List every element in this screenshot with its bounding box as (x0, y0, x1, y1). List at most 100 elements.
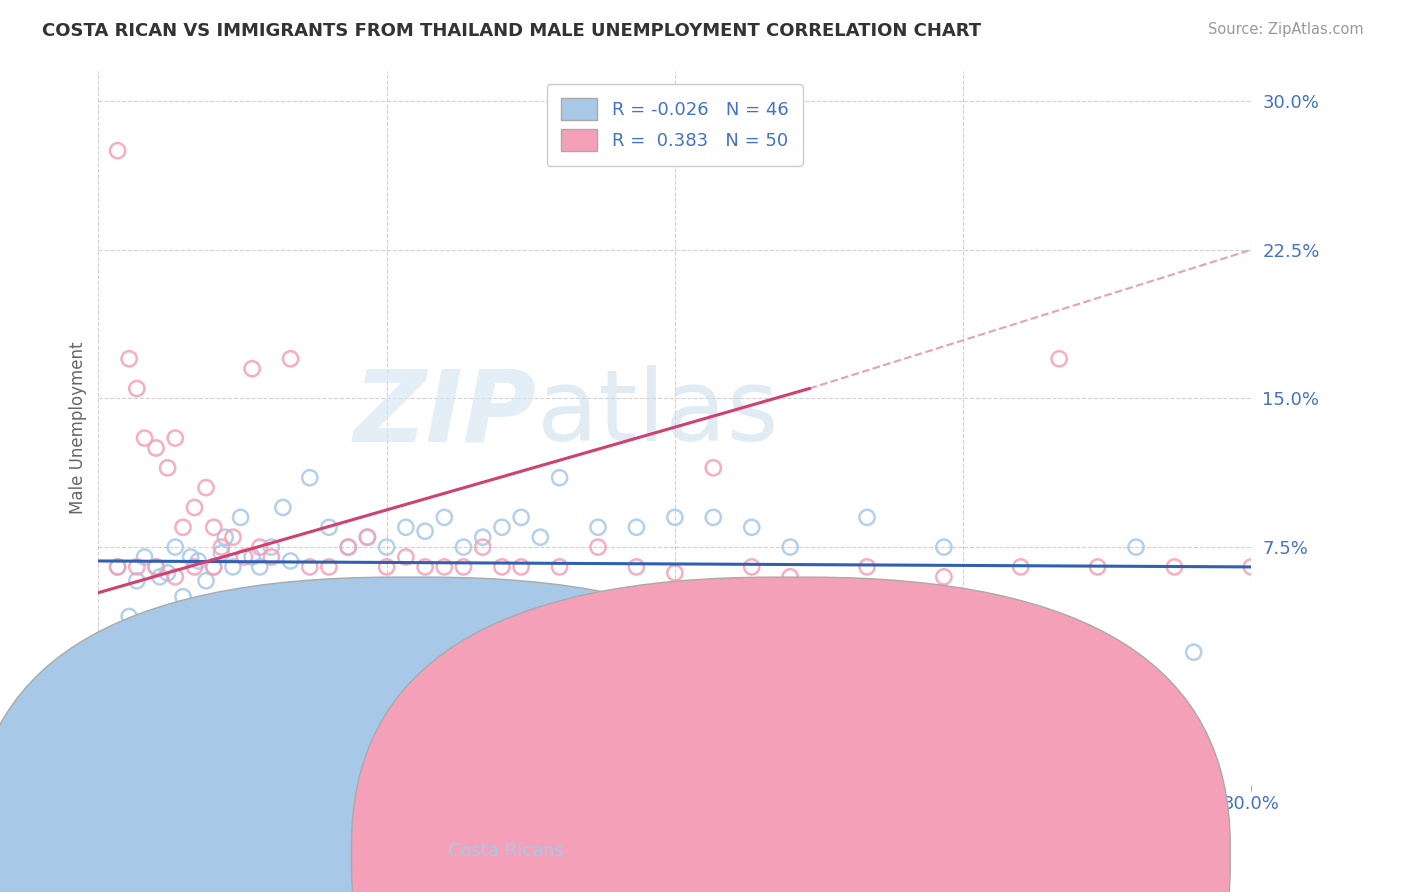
Legend: R = -0.026   N = 46, R =  0.383   N = 50: R = -0.026 N = 46, R = 0.383 N = 50 (547, 84, 803, 166)
Point (125, 560, 148, 574)
Point (337, 540, 360, 554)
Point (856, 560, 879, 574)
Point (183, 560, 205, 574)
Text: Immigrants from Thailand: Immigrants from Thailand (769, 842, 1002, 860)
Point (260, 540, 283, 554)
Point (280, 554, 302, 568)
Point (702, 460, 724, 475)
Point (548, 560, 571, 574)
Point (195, 574, 218, 588)
Point (240, 549, 263, 564)
Point (856, 510, 879, 524)
Point (222, 560, 245, 574)
Point (118, 351, 141, 366)
Point (548, 471, 571, 485)
Point (471, 530, 494, 544)
Point (510, 510, 533, 524)
Text: Source: ZipAtlas.com: Source: ZipAtlas.com (1208, 22, 1364, 37)
Point (180, 549, 202, 564)
Point (356, 530, 378, 544)
Point (586, 520, 609, 534)
Point (626, 560, 648, 574)
Point (1125, 540, 1147, 554)
Point (125, 574, 148, 588)
Point (779, 570, 801, 584)
Point (249, 560, 271, 574)
Point (145, 441, 167, 455)
Point (165, 431, 187, 445)
Point (375, 540, 398, 554)
Point (172, 590, 194, 604)
Text: ZIP: ZIP (353, 366, 537, 462)
Point (209, 540, 232, 554)
Point (491, 560, 513, 574)
Point (134, 549, 156, 564)
Point (233, 549, 256, 564)
Point (1047, 351, 1070, 366)
Point (195, 481, 218, 495)
Point (375, 560, 398, 574)
Point (298, 560, 321, 574)
Point (202, 520, 225, 534)
Point (271, 500, 294, 515)
Point (413, 560, 436, 574)
Point (702, 510, 724, 524)
Point (222, 530, 245, 544)
Point (149, 570, 172, 584)
Point (510, 560, 533, 574)
Point (118, 609, 141, 624)
Point (183, 500, 205, 515)
Point (249, 540, 271, 554)
Point (741, 520, 763, 534)
Point (664, 510, 686, 524)
Text: COSTA RICAN VS IMMIGRANTS FROM THAILAND MALE UNEMPLOYMENT CORRELATION CHART: COSTA RICAN VS IMMIGRANTS FROM THAILAND … (42, 22, 981, 40)
Point (107, 560, 129, 574)
Point (1182, 645, 1205, 659)
Point (471, 540, 494, 554)
Point (491, 520, 513, 534)
Point (165, 540, 187, 554)
Point (229, 510, 252, 524)
Point (134, 431, 156, 445)
Point (187, 554, 209, 568)
Point (1010, 560, 1032, 574)
Point (779, 540, 801, 554)
Point (107, 560, 129, 574)
Point (172, 520, 194, 534)
Point (932, 570, 955, 584)
Point (202, 560, 225, 574)
Point (413, 524, 436, 539)
Point (125, 382, 148, 396)
Text: atlas: atlas (537, 366, 778, 462)
Point (932, 540, 955, 554)
Point (453, 540, 475, 554)
Point (664, 566, 686, 580)
Point (145, 560, 167, 574)
Point (280, 351, 302, 366)
Point (356, 530, 378, 544)
Point (298, 471, 321, 485)
Point (209, 546, 232, 560)
Point (337, 540, 360, 554)
Point (433, 510, 456, 524)
Point (395, 549, 418, 564)
Point (626, 520, 648, 534)
Point (214, 530, 236, 544)
Point (107, 144, 129, 158)
Point (1240, 560, 1263, 574)
Point (240, 361, 263, 376)
Point (260, 549, 283, 564)
Point (156, 460, 179, 475)
Point (586, 540, 609, 554)
Point (145, 560, 167, 574)
Point (165, 570, 187, 584)
Point (395, 520, 418, 534)
Point (1163, 560, 1185, 574)
Point (156, 566, 179, 580)
Point (202, 560, 225, 574)
Text: Costa Ricans: Costa Ricans (449, 842, 564, 860)
Point (1087, 560, 1109, 574)
Y-axis label: Male Unemployment: Male Unemployment (69, 342, 87, 515)
Point (318, 560, 340, 574)
Point (318, 520, 340, 534)
